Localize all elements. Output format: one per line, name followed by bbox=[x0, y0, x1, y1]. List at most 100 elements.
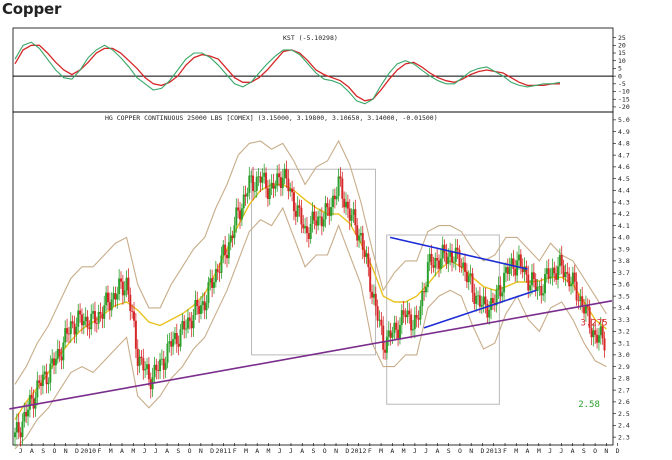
candle-body bbox=[437, 260, 440, 269]
candle-body bbox=[504, 267, 507, 273]
candle-body bbox=[530, 272, 533, 286]
candle-body bbox=[393, 322, 396, 333]
candle-body bbox=[486, 304, 489, 318]
candle-body bbox=[199, 305, 202, 314]
candle-body bbox=[551, 267, 554, 277]
candle-body bbox=[45, 371, 48, 385]
candle-body bbox=[510, 258, 513, 267]
candle-body bbox=[95, 323, 98, 325]
candle-body bbox=[60, 356, 63, 361]
candle-body bbox=[462, 262, 465, 268]
envelope-lower-line bbox=[14, 206, 607, 450]
candle-body bbox=[298, 205, 301, 208]
candle-body bbox=[41, 374, 44, 386]
candle-body bbox=[343, 198, 346, 208]
candle-body bbox=[214, 269, 217, 283]
candle-body bbox=[15, 422, 18, 433]
candle-body bbox=[532, 272, 535, 280]
candle-body bbox=[421, 291, 424, 307]
candle-body bbox=[194, 299, 197, 316]
candle-body bbox=[536, 286, 539, 291]
candle-body bbox=[54, 358, 57, 366]
candle-body bbox=[112, 293, 115, 300]
candle-body bbox=[603, 338, 606, 351]
candle-body bbox=[257, 176, 260, 178]
price-x-tick-label: S bbox=[312, 447, 316, 455]
price-y-tick-label: 3.8 bbox=[618, 257, 630, 265]
candle-body bbox=[488, 309, 491, 318]
candle-body bbox=[14, 432, 16, 438]
candle-body bbox=[166, 343, 169, 363]
candle-body bbox=[499, 285, 502, 297]
candle-body bbox=[244, 194, 247, 197]
candle-body bbox=[209, 278, 212, 283]
candle-body bbox=[146, 364, 149, 369]
candle-body bbox=[119, 278, 122, 282]
candle-body bbox=[588, 307, 591, 328]
price-y-tick-label: 3.2 bbox=[618, 328, 630, 336]
candle-body bbox=[231, 235, 234, 239]
candle-body bbox=[382, 325, 385, 350]
candle-body bbox=[465, 271, 468, 283]
candle-body bbox=[410, 314, 413, 331]
candle-body bbox=[129, 294, 132, 311]
kst-y-tick-label: 25 bbox=[618, 34, 626, 42]
candle-body bbox=[583, 306, 586, 314]
candle-body bbox=[296, 205, 299, 217]
candle-body bbox=[164, 362, 167, 370]
candle-body bbox=[473, 292, 476, 304]
candle-body bbox=[372, 293, 375, 298]
candle-body bbox=[34, 397, 37, 409]
price-x-tick-label: S bbox=[582, 447, 586, 455]
candle-body bbox=[38, 380, 41, 384]
price-y-tick-label: 3.4 bbox=[618, 304, 630, 312]
candle-body bbox=[324, 203, 327, 220]
candle-body bbox=[71, 321, 74, 324]
candle-body bbox=[365, 253, 368, 257]
candle-body bbox=[240, 208, 243, 220]
candle-body bbox=[32, 398, 35, 409]
candle-body bbox=[93, 311, 96, 324]
candle-body bbox=[594, 330, 597, 335]
candle-body bbox=[467, 275, 470, 283]
price-y-tick-label: 2.6 bbox=[618, 398, 630, 406]
kst-y-tick-label: -10 bbox=[618, 88, 630, 96]
candle-body bbox=[547, 268, 550, 279]
candle-body bbox=[523, 266, 526, 273]
candle-body bbox=[482, 296, 485, 305]
candle-body bbox=[127, 277, 130, 295]
price-x-tick-label: O bbox=[52, 447, 56, 455]
candle-body bbox=[294, 210, 297, 217]
candle-body bbox=[185, 328, 188, 330]
candle-body bbox=[90, 313, 93, 330]
candle-body bbox=[389, 330, 392, 338]
candle-body bbox=[279, 177, 282, 189]
candle-body bbox=[400, 310, 403, 325]
candle-body bbox=[144, 368, 147, 371]
candle-body bbox=[597, 335, 600, 343]
candle-body bbox=[313, 211, 316, 221]
candle-body bbox=[49, 363, 52, 383]
candle-body bbox=[82, 320, 85, 326]
price-x-tick-label: A bbox=[390, 447, 394, 455]
candle-body bbox=[514, 268, 517, 276]
candle-body bbox=[173, 333, 176, 340]
candle-body bbox=[99, 312, 102, 314]
candle-body bbox=[216, 269, 219, 272]
candle-body bbox=[549, 276, 552, 279]
candle-body bbox=[64, 328, 67, 343]
candle-body bbox=[397, 329, 400, 339]
candle-body bbox=[581, 296, 584, 307]
candle-body bbox=[67, 333, 70, 335]
price-y-tick-label: 4.5 bbox=[618, 175, 630, 183]
candle-body bbox=[540, 286, 543, 296]
candle-body bbox=[103, 305, 106, 319]
candle-body bbox=[449, 252, 452, 257]
price-x-tick-label: A bbox=[30, 447, 34, 455]
candle-body bbox=[56, 349, 59, 359]
candle-body bbox=[53, 358, 56, 366]
candle-body bbox=[84, 316, 87, 321]
price-x-tick-label: N bbox=[64, 447, 68, 455]
candle-body bbox=[259, 176, 262, 183]
price-panel: HG COPPER CONTINUOUS 25000 LBS [COMEX] (… bbox=[9, 111, 630, 455]
